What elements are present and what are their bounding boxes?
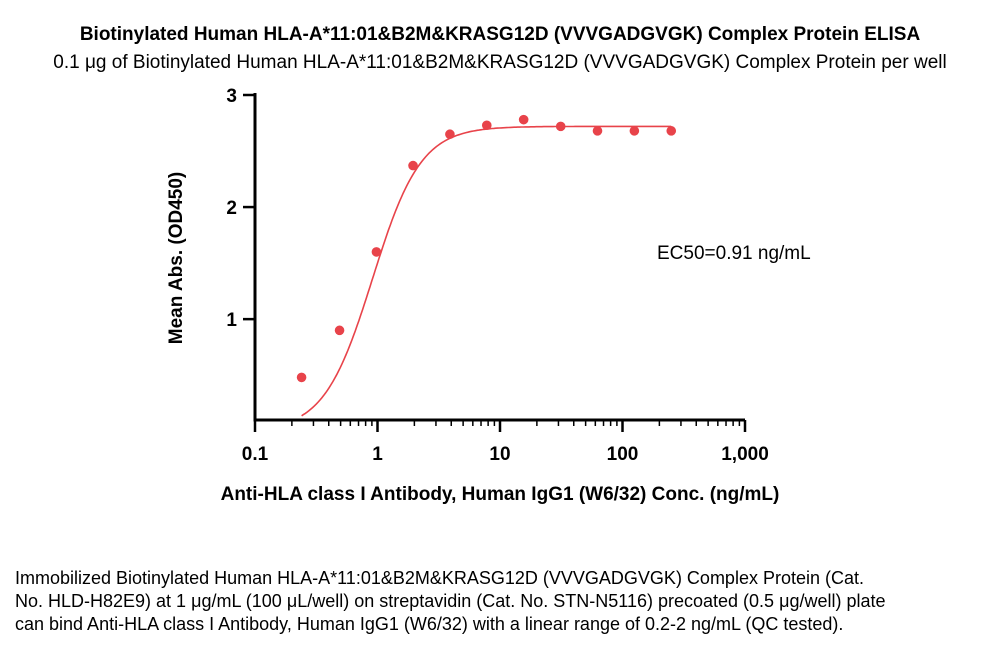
y-tick-label: 3	[226, 86, 237, 107]
ec50-annotation: EC50=0.91 ng/mL	[657, 243, 811, 264]
y-axis-label: Mean Abs. (OD450)	[166, 172, 187, 344]
chart-title: Biotinylated Human HLA-A*11:01&B2M&KRASG…	[79, 24, 921, 45]
data-point	[555, 121, 566, 132]
figure-caption: Immobilized Biotinylated Human HLA-A*11:…	[15, 568, 886, 634]
x-tick-label: 100	[607, 444, 639, 465]
elisa-chart: 0.1 1 10 100 1,000 1 2 3 Mean Abs. (OD450) Anti…	[166, 86, 811, 505]
x-axis-label: Anti-HLA class I Antibody, Human IgG1 (W…	[221, 484, 780, 505]
data-point	[518, 114, 529, 125]
data-point	[334, 325, 345, 336]
data-point	[371, 247, 382, 257]
fit-curve	[301, 125, 672, 417]
x-tick-label: 1	[372, 444, 383, 465]
data-point	[296, 372, 307, 383]
data-point	[408, 160, 418, 171]
y-tick-label: 2	[226, 198, 237, 219]
x-tick-label: 1,000	[721, 444, 769, 465]
x-tick-label: 10	[489, 444, 510, 465]
data-point	[666, 126, 677, 136]
data-point	[445, 129, 455, 140]
y-tick-label: 1	[226, 310, 237, 331]
data-point	[592, 126, 603, 136]
data-point	[629, 126, 640, 136]
x-tick-label: 0.1	[242, 444, 269, 465]
data-point	[481, 120, 492, 131]
chart-subtitle: 0.1 μg of Biotinylated Human HLA-A*11:01…	[53, 52, 947, 73]
